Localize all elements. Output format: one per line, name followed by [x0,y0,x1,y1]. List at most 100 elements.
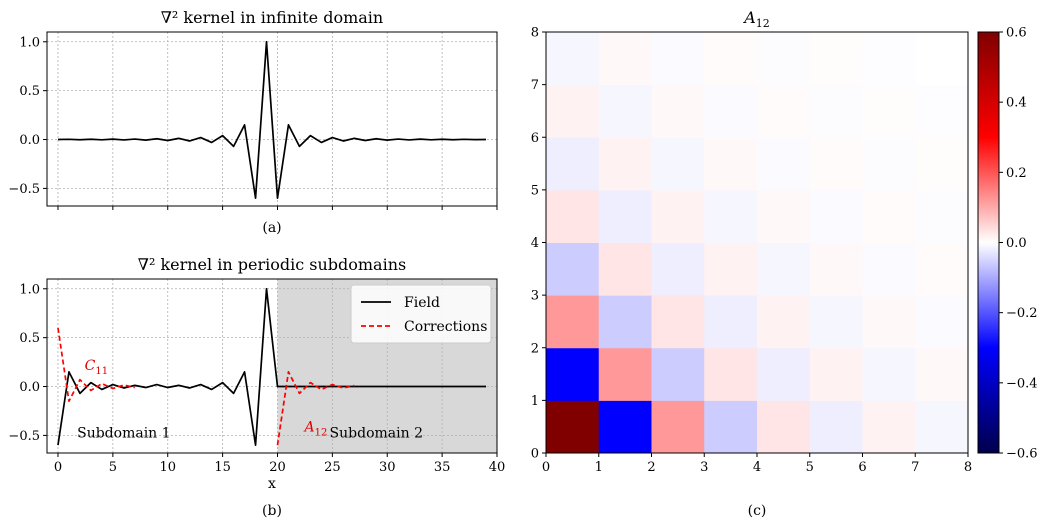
heatmap-cell [598,347,652,401]
heatmap-xtick-label: 2 [647,460,655,475]
heatmap-caption: (c) [748,503,767,519]
heatmap-cell [651,137,705,191]
heatmap-xtick-label: 3 [700,460,708,475]
colorbar-tick-label: −0.4 [1006,376,1038,391]
heatmap-cell [862,295,916,349]
heatmap-cell [546,137,600,191]
heatmap-xtick-label: 1 [595,460,603,475]
heatmap-xtick-label: 0 [542,460,550,475]
heatmap-cell [651,295,705,349]
colorbar-tick-label: −0.2 [1006,306,1038,321]
heatmap-cell [546,347,600,401]
heatmap-cell [651,400,705,454]
heatmap-cell [546,242,600,296]
heatmap-cell [757,347,811,401]
heatmap-xtick-label: 5 [806,460,814,475]
heatmap-cell [862,347,916,401]
heatmap-title: A12 [742,8,770,30]
heatmap-cell [651,347,705,401]
panel-b-ytick-label: 0.5 [19,331,40,346]
heatmap-ytick-label: 6 [531,131,539,146]
colorbar-tick-label: 0.2 [1006,166,1027,181]
heatmap-cell [915,137,969,191]
heatmap-cell [915,84,969,138]
colorbar-tick-label: 0.0 [1006,236,1027,251]
heatmap-ytick-label: 0 [531,447,539,462]
panel-b-xtick-label: 0 [54,460,62,475]
heatmap-cell [546,295,600,349]
heatmap-cell [809,84,863,138]
heatmap-cell [598,189,652,243]
heatmap-cell [809,295,863,349]
heatmap-cell [915,400,969,454]
heatmap-cell [546,189,600,243]
heatmap-xtick-label: 6 [858,460,866,475]
heatmap-cell [704,32,758,86]
panel-a-ytick-label: −0.5 [8,182,40,197]
panel-c-heatmap: 0 1 2 3 4 5 6 7 8 0 1 2 3 4 5 6 7 8 A12 (c) −0.6 −0.4 −0.2 0.0 0… [531,8,1038,519]
heatmap-cell [862,400,916,454]
heatmap-cell [862,84,916,138]
panel-b-xtick-label: 15 [214,460,231,475]
heatmap-cell [757,137,811,191]
heatmap-cell [757,295,811,349]
heatmap-cell [862,32,916,86]
panel-b-ytick-label: −0.5 [8,429,40,444]
heatmap-xtick-label: 4 [753,460,761,475]
heatmap-ytick-label: 7 [531,78,539,93]
panel-a-title: ∇² kernel in infinite domain [161,8,383,27]
panel-b-legend-box [350,284,492,344]
panel-b-xtick-label: 35 [434,460,451,475]
heatmap-cell [546,400,600,454]
heatmap-cell [915,242,969,296]
panel-a-series-line-0 [57,40,487,200]
heatmap-ytick-label: 5 [531,183,539,198]
heatmap-cell [809,189,863,243]
panel-b-series-corrections-1 [57,327,135,403]
panel-b-series-corrections-2 [276,371,355,446]
heatmap-ytick-label: 3 [531,289,539,304]
heatmap-cell [809,400,863,454]
heatmap-cell [757,189,811,243]
heatmap-cell [757,400,811,454]
panel-a-kernel-infinite-domain: −0.5 0.0 0.5 1.0 ∇² kernel in infinite domai… [8,8,498,236]
heatmap-cell [757,32,811,86]
heatmap-cell [809,32,863,86]
panel-b-xlabel: x [268,476,276,492]
panel-b-xtick-label: 20 [269,460,286,475]
heatmap-cell [598,295,652,349]
colorbar-tick-label: −0.6 [1006,447,1038,462]
heatmap-cell [915,295,969,349]
heatmap-cell [598,242,652,296]
heatmap-cell [915,189,969,243]
heatmap-cell [809,137,863,191]
panel-b-title: ∇² kernel in periodic subdomains [138,255,406,274]
heatmap-cell [809,242,863,296]
heatmap-cell [704,242,758,296]
heatmap-ytick-label: 2 [531,341,539,356]
panel-b-annotation: Subdomain 2 [330,425,423,441]
heatmap-cell [598,32,652,86]
panel-b-legend-label-corrections: Corrections [404,319,487,335]
heatmap-cell [862,137,916,191]
heatmap-ytick-label: 1 [531,394,539,409]
heatmap-cell [598,84,652,138]
heatmap-cell [598,400,652,454]
heatmap-cell [704,189,758,243]
heatmap-cell [546,32,600,86]
panel-a-caption: (a) [262,220,281,236]
panel-b-kernel-periodic-subdomains: −0.5 0.0 0.5 1.0 0 5 10 15 20 25 30 35 40 ∇² kernel i… [8,255,505,519]
panel-b-annotation: A12 [302,419,327,438]
heatmap-cell [915,32,969,86]
heatmap-cell [704,137,758,191]
colorbar-tick-label: 0.4 [1006,96,1027,111]
heatmap-cell [757,84,811,138]
panel-b-ytick-label: 1.0 [19,282,40,297]
heatmap-ytick-label: 4 [531,236,539,251]
panel-b-ytick-label: 0.0 [19,380,40,395]
heatmap-cell [546,84,600,138]
panel-b-axes-frame [46,278,498,454]
panel-b-xtick-label: 10 [159,460,176,475]
heatmap-cell [598,137,652,191]
